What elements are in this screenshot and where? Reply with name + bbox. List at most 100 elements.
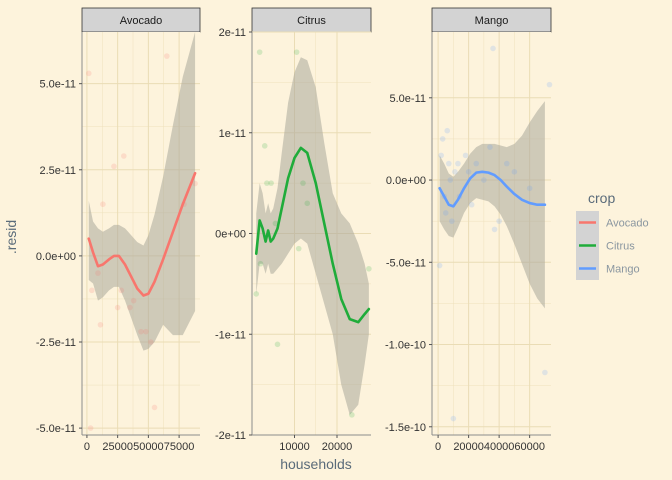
data-point xyxy=(127,304,133,311)
data-point xyxy=(87,425,94,431)
strip-label: Mango xyxy=(475,15,509,27)
data-point xyxy=(85,70,92,77)
data-point xyxy=(257,260,264,267)
data-point xyxy=(118,287,125,294)
x-tick-label: 40000 xyxy=(484,441,515,453)
y-tick-label: 2e-11 xyxy=(219,27,246,39)
data-point xyxy=(120,153,127,159)
data-point xyxy=(449,218,455,224)
strip-mango xyxy=(431,7,552,33)
data-point xyxy=(264,180,270,186)
data-point xyxy=(487,144,493,150)
x-tick-label: 25000 xyxy=(102,441,133,453)
smooth-fit-line xyxy=(254,146,371,324)
legend-title: crop xyxy=(588,190,615,206)
data-point xyxy=(473,160,480,167)
data-point xyxy=(268,180,274,186)
data-point xyxy=(465,169,472,175)
data-point xyxy=(274,341,281,348)
data-point xyxy=(300,180,306,186)
confidence-band xyxy=(88,32,196,351)
data-point xyxy=(366,265,372,272)
y-tick-label: 2.5e-11 xyxy=(40,165,77,177)
data-point xyxy=(491,226,498,233)
data-point xyxy=(490,45,496,52)
data-point xyxy=(455,160,461,167)
legend-item-mango: Mango xyxy=(576,257,640,280)
y-tick-label: -1e-11 xyxy=(215,329,246,341)
strip-label: Citrus xyxy=(297,15,326,27)
data-point xyxy=(511,169,518,175)
y-tick-label: 5.0e-11 xyxy=(390,93,427,105)
legend-item-citrus: Citrus xyxy=(576,234,635,257)
smooth-fit-line xyxy=(438,170,547,208)
data-point xyxy=(148,339,154,345)
data-point xyxy=(130,297,137,304)
data-point xyxy=(462,152,469,159)
facet-panels: Avocado 5.0e-11 2.5e-11 0.0e+00 -2.5e-11 -5.0… xyxy=(36,7,553,453)
y-axis-title: .resid xyxy=(3,220,19,254)
x-tick-label: 20000 xyxy=(322,441,353,453)
data-point xyxy=(192,180,198,187)
strip-citrus xyxy=(251,7,372,33)
data-point xyxy=(468,201,475,208)
strip-avocado xyxy=(81,7,201,33)
smooth-fit-line xyxy=(87,171,197,297)
panel-mango: Mango 5.0e-11 0.0e+00 -5.0e-11 -1.0e-10 -1.5e… xyxy=(385,7,553,453)
y-tick-label: -1.5e-10 xyxy=(385,422,426,434)
data-point xyxy=(151,404,158,411)
strip-label: Avocado xyxy=(120,15,163,27)
data-point xyxy=(481,177,487,183)
data-point xyxy=(442,210,449,216)
data-point xyxy=(295,245,302,252)
y-tick-label: 0e+00 xyxy=(215,229,246,241)
data-point xyxy=(526,185,533,192)
legend-label: Avocado xyxy=(606,218,649,230)
data-point xyxy=(439,136,446,142)
data-point xyxy=(542,369,548,376)
data-point xyxy=(496,218,502,224)
y-tick-label: 5.0e-11 xyxy=(40,79,77,91)
data-point xyxy=(256,49,263,55)
data-point xyxy=(503,160,510,167)
legend-items: Avocado Citrus Mango xyxy=(576,211,649,280)
data-point xyxy=(445,160,452,167)
x-tick-label: 0 xyxy=(435,441,441,453)
data-point xyxy=(438,152,444,159)
data-point xyxy=(436,262,443,269)
x-tick-label: 50000 xyxy=(133,441,164,453)
data-point xyxy=(261,143,268,149)
legend-label: Citrus xyxy=(606,241,635,253)
data-point xyxy=(447,177,454,183)
data-point xyxy=(450,415,457,422)
data-point xyxy=(272,220,279,227)
data-point xyxy=(349,412,355,418)
data-point xyxy=(304,200,311,207)
data-point xyxy=(138,328,144,335)
data-point xyxy=(100,201,106,208)
panel-avocado: Avocado 5.0e-11 2.5e-11 0.0e+00 -2.5e-11 -5.0… xyxy=(36,7,201,453)
data-point xyxy=(452,169,458,175)
panel-citrus: Citrus 2e-11 1e-11 0e+00 -1e-11 -2e-11 10000 20… xyxy=(215,7,372,453)
data-point xyxy=(164,53,170,59)
data-point xyxy=(444,127,451,134)
x-tick-label: 0 xyxy=(84,441,90,453)
x-tick-label: 10000 xyxy=(279,441,310,453)
y-tick-label: -5.0e-11 xyxy=(386,257,426,269)
y-tick-label: 1e-11 xyxy=(219,128,246,140)
y-tick-label: -5.0e-11 xyxy=(36,423,76,435)
y-tick-label: 0.0e+00 xyxy=(36,251,76,263)
data-point xyxy=(143,328,149,335)
data-point xyxy=(95,270,101,276)
data-point xyxy=(89,287,95,294)
confidence-band xyxy=(256,57,369,415)
x-tick-label: 60000 xyxy=(514,441,545,453)
legend-item-avocado: Avocado xyxy=(576,211,649,234)
legend: crop Avocado Citrus Mango xyxy=(576,190,649,280)
data-point xyxy=(293,49,300,55)
x-axis-title: households xyxy=(280,456,352,472)
x-tick-label: 75000 xyxy=(164,441,195,453)
x-tick-label: 20000 xyxy=(453,441,484,453)
y-tick-label: -1.0e-10 xyxy=(385,340,426,352)
data-point xyxy=(111,163,117,170)
